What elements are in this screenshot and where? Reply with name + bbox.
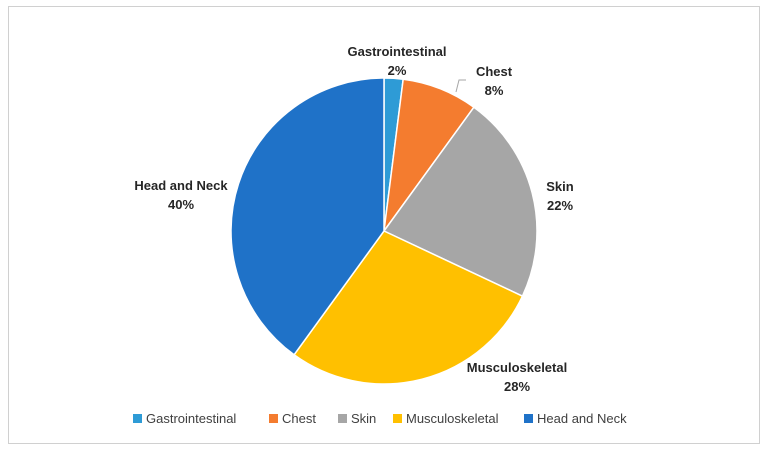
legend-item-skin: Skin — [338, 411, 376, 426]
legend-label: Skin — [351, 411, 376, 426]
legend-swatch — [269, 414, 278, 423]
data-label-value: 40% — [168, 197, 194, 212]
legend-label: Gastrointestinal — [146, 411, 236, 426]
legend-label: Chest — [282, 411, 316, 426]
data-label-value: 28% — [504, 379, 530, 394]
legend-item-head-and-neck: Head and Neck — [524, 411, 627, 426]
data-label-musculoskeletal: Musculoskeletal 28% — [467, 360, 567, 394]
legend-swatch — [133, 414, 142, 423]
pie-slices — [230, 77, 538, 385]
pie-slice-musculoskeletal — [293, 230, 524, 385]
data-label-name: Chest — [476, 64, 513, 79]
data-label-skin: Skin 22% — [546, 179, 574, 213]
data-label-name: Gastrointestinal — [348, 44, 447, 59]
data-label-chest: Chest 8% — [476, 64, 513, 98]
data-label-value: 2% — [388, 63, 407, 78]
data-label-value: 8% — [485, 83, 504, 98]
data-label-name: Musculoskeletal — [467, 360, 567, 375]
legend-label: Musculoskeletal — [406, 411, 499, 426]
leader-line-chest — [455, 79, 466, 93]
data-label-name: Head and Neck — [134, 178, 228, 193]
legend: Gastrointestinal Chest Skin Musculoskele… — [133, 411, 627, 426]
data-label-gastrointestinal: Gastrointestinal 2% — [348, 44, 447, 78]
legend-swatch — [524, 414, 533, 423]
data-label-name: Skin — [546, 179, 574, 194]
data-label-value: 22% — [547, 198, 573, 213]
legend-swatch — [338, 414, 347, 423]
legend-item-chest: Chest — [269, 411, 316, 426]
leader-lines — [455, 79, 466, 93]
data-label-head-and-neck: Head and Neck 40% — [134, 178, 228, 212]
pie-slice-head-and-neck — [230, 77, 385, 356]
legend-item-musculoskeletal: Musculoskeletal — [393, 411, 499, 426]
legend-item-gastrointestinal: Gastrointestinal — [133, 411, 236, 426]
legend-swatch — [393, 414, 402, 423]
legend-label: Head and Neck — [537, 411, 627, 426]
